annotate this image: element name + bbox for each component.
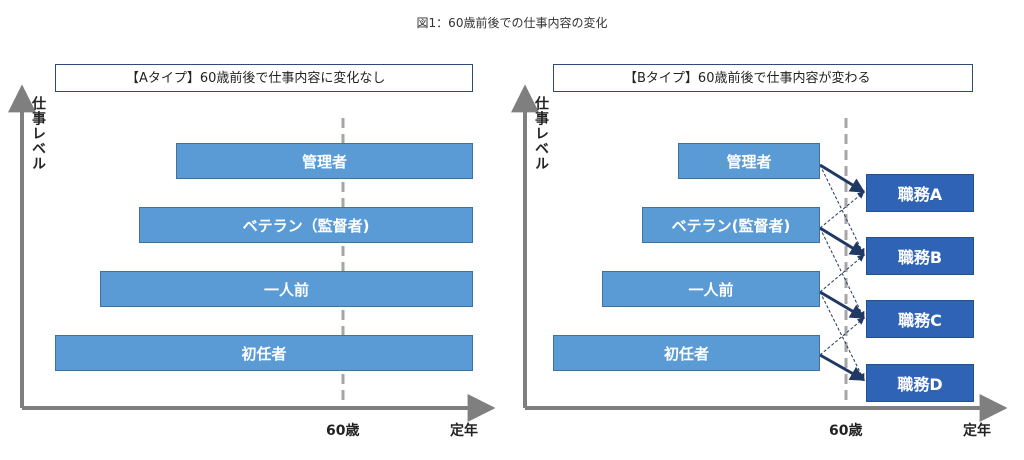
panel-b-bar-beginner: 初任者: [553, 335, 820, 371]
panel-a-bar-manager: 管理者: [176, 143, 473, 179]
panel-a-bar-journeyman: 一人前: [100, 271, 473, 307]
panel-a-y-axis-label: 仕事レベル: [30, 96, 46, 171]
panel-a-bar-veteran: ベテラン（監督者): [139, 207, 473, 243]
panel-a-bar-beginner: 初任者: [55, 335, 473, 371]
bold-arrows: [819, 163, 866, 382]
panel-a-retirement-label: 定年: [450, 423, 478, 439]
duty-b-box: 職務B: [866, 237, 974, 275]
panel-b-bar-manager: 管理者: [678, 143, 820, 179]
panel-b-bar-journeyman: 一人前: [602, 271, 820, 307]
panel-a-caption: 【Aタイプ】60歳前後で仕事内容に変化なし: [55, 64, 473, 92]
duty-c-box: 職務C: [866, 300, 974, 338]
panel-b-60-label: 60歳: [829, 423, 863, 439]
panel-b-caption: 【Bタイプ】60歳前後で仕事内容が変わる: [553, 64, 973, 92]
panel-b-bar-veteran: ベテラン(監督者): [642, 207, 820, 243]
figure-title: 図1：60歳前後での仕事内容の変化: [416, 16, 608, 30]
duty-a-box: 職務A: [866, 174, 974, 212]
panel-a-60-label: 60歳: [326, 423, 360, 439]
panel-b-y-axis-label: 仕事レベル: [533, 96, 549, 171]
dashed-arrows: [819, 164, 865, 381]
panel-b-retirement-label: 定年: [963, 423, 991, 439]
duty-d-box: 職務D: [866, 364, 974, 402]
